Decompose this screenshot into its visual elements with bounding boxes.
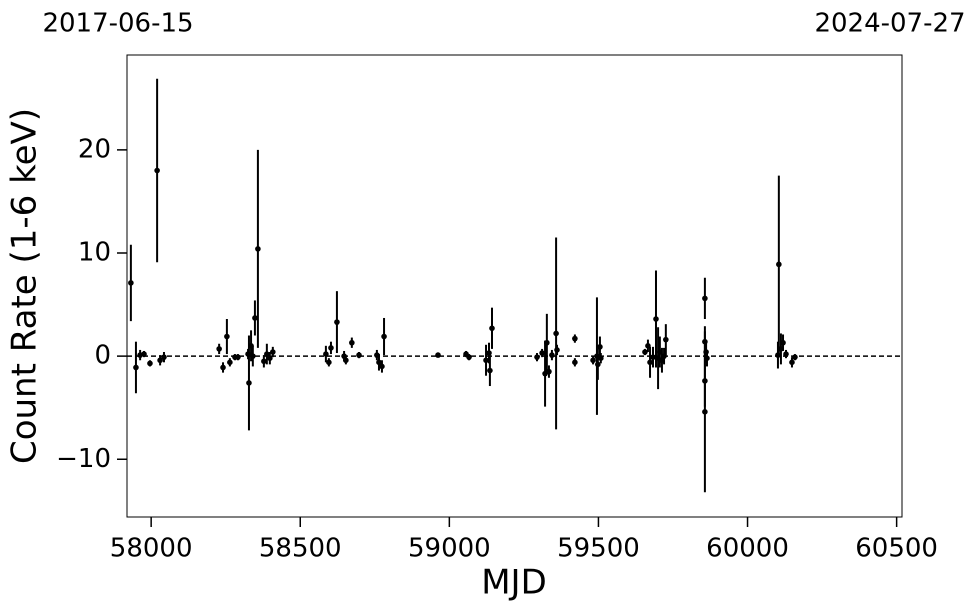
data-point xyxy=(792,354,798,360)
data-point xyxy=(161,354,167,360)
data-point xyxy=(141,351,147,357)
data-point xyxy=(326,359,332,366)
y-tick-label: 20 xyxy=(78,134,111,164)
data-point xyxy=(328,345,334,351)
x-tick-label: 60500 xyxy=(855,534,938,564)
data-point xyxy=(702,295,708,302)
data-point xyxy=(598,355,604,361)
data-point xyxy=(147,360,153,367)
data-point xyxy=(775,352,781,358)
data-point xyxy=(595,361,601,368)
data-point xyxy=(133,364,139,371)
data-point xyxy=(264,351,270,357)
data-point xyxy=(776,261,782,268)
data-point xyxy=(487,367,493,374)
data-point xyxy=(349,339,355,346)
data-point xyxy=(334,319,340,325)
data-point xyxy=(379,363,385,370)
data-point xyxy=(227,359,233,366)
data-point xyxy=(157,357,163,364)
data-point xyxy=(663,336,669,343)
data-point xyxy=(597,344,603,350)
top-axis-label: 2024-07-27 xyxy=(814,9,965,39)
data-point xyxy=(553,330,559,337)
data-point xyxy=(376,359,382,366)
data-point xyxy=(546,368,552,375)
y-axis-label: Count Rate (1-6 keV) xyxy=(5,108,45,464)
x-axis-label: MJD xyxy=(481,563,547,603)
data-point xyxy=(539,350,545,356)
data-point xyxy=(642,349,648,355)
data-point xyxy=(489,325,495,332)
data-point xyxy=(549,352,555,358)
data-point xyxy=(544,339,550,346)
y-tick-label: 10 xyxy=(78,238,111,268)
x-tick-label: 58500 xyxy=(259,534,342,564)
data-point xyxy=(261,358,267,365)
data-point xyxy=(647,359,653,366)
data-point xyxy=(702,409,708,415)
data-point xyxy=(224,333,230,340)
data-point xyxy=(572,359,578,366)
data-point xyxy=(483,357,489,364)
data-point xyxy=(216,346,222,352)
data-point xyxy=(246,380,252,386)
data-point xyxy=(255,246,261,252)
data-point xyxy=(534,354,540,360)
data-point xyxy=(780,339,786,346)
data-point xyxy=(653,316,659,322)
x-tick-label: 59500 xyxy=(557,534,640,564)
data-point xyxy=(235,354,241,360)
data-point xyxy=(323,351,329,357)
data-point xyxy=(220,364,226,371)
data-point xyxy=(128,280,134,286)
data-point xyxy=(572,335,578,342)
data-point xyxy=(252,315,258,321)
x-tick-label: 59000 xyxy=(408,534,491,564)
data-point xyxy=(466,354,472,360)
data-point xyxy=(381,333,387,340)
data-point xyxy=(554,347,560,353)
data-point xyxy=(343,357,349,364)
data-point xyxy=(270,349,276,355)
top-axis-label: 2017-06-15 xyxy=(42,9,193,39)
data-point xyxy=(650,354,656,360)
x-tick-label: 58000 xyxy=(110,534,193,564)
data-point xyxy=(435,352,441,358)
data-point xyxy=(590,357,596,364)
data-point xyxy=(267,355,273,361)
plot-frame xyxy=(126,54,903,518)
data-point xyxy=(486,350,492,356)
data-point xyxy=(783,351,789,357)
x-tick-label: 60000 xyxy=(706,534,789,564)
y-tick-label: 0 xyxy=(94,341,111,371)
data-point xyxy=(154,167,160,174)
data-point xyxy=(789,359,795,366)
data-point xyxy=(250,353,256,359)
data-point xyxy=(356,352,362,358)
data-point xyxy=(704,355,710,361)
y-tick-label: −10 xyxy=(56,444,111,474)
